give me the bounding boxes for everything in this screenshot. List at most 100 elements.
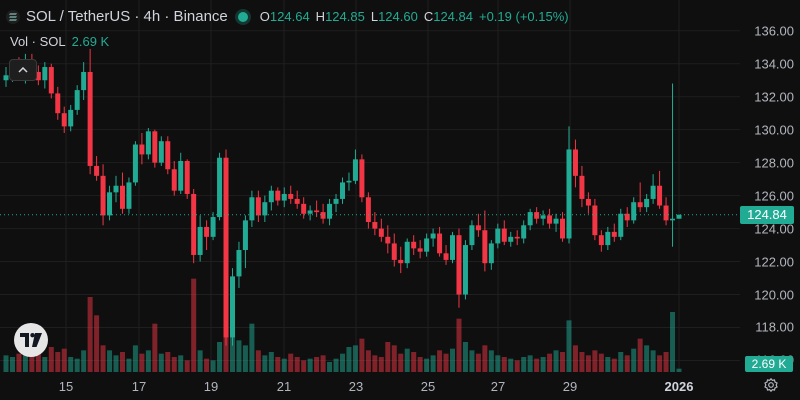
candle[interactable] xyxy=(598,230,604,252)
candle[interactable] xyxy=(178,152,184,194)
candle[interactable] xyxy=(618,208,624,241)
candle[interactable] xyxy=(68,104,74,132)
candle[interactable] xyxy=(372,212,378,236)
candle[interactable] xyxy=(475,213,481,237)
candle[interactable] xyxy=(437,226,443,257)
candle[interactable] xyxy=(145,128,151,160)
candle[interactable] xyxy=(197,215,203,262)
tradingview-logo[interactable] xyxy=(14,323,48,357)
candle[interactable] xyxy=(87,48,93,175)
candle[interactable] xyxy=(527,208,533,231)
candle[interactable] xyxy=(171,161,177,196)
candle[interactable] xyxy=(624,207,630,227)
candle[interactable] xyxy=(152,129,158,168)
candle[interactable] xyxy=(288,185,294,204)
candle[interactable] xyxy=(210,212,216,241)
candle[interactable] xyxy=(579,165,585,208)
candle[interactable] xyxy=(430,228,436,247)
candle[interactable] xyxy=(333,193,339,213)
candle[interactable] xyxy=(94,156,100,181)
candle[interactable] xyxy=(411,235,417,255)
candle[interactable] xyxy=(81,62,87,101)
candle[interactable] xyxy=(229,268,235,346)
candle[interactable] xyxy=(217,152,223,221)
candle[interactable] xyxy=(346,172,352,191)
candle[interactable] xyxy=(204,220,210,251)
candle[interactable] xyxy=(139,132,145,165)
candle[interactable] xyxy=(521,220,527,244)
chart-settings-button[interactable] xyxy=(762,376,780,394)
candle[interactable] xyxy=(676,214,682,219)
candle[interactable] xyxy=(391,233,397,267)
candle[interactable] xyxy=(119,172,125,214)
candle[interactable] xyxy=(469,220,475,251)
candle[interactable] xyxy=(378,218,384,242)
candle[interactable] xyxy=(365,192,371,229)
candle[interactable] xyxy=(631,197,637,224)
candle[interactable] xyxy=(35,65,41,86)
candle[interactable] xyxy=(165,136,171,175)
candle[interactable] xyxy=(340,177,345,204)
candle[interactable] xyxy=(456,228,462,308)
candle[interactable] xyxy=(100,164,106,226)
candle[interactable] xyxy=(294,190,300,209)
candle[interactable] xyxy=(572,139,578,188)
candle[interactable] xyxy=(450,231,456,264)
candle[interactable] xyxy=(585,192,591,214)
candle[interactable] xyxy=(482,210,488,272)
candle[interactable] xyxy=(3,67,9,87)
candle[interactable] xyxy=(255,190,261,222)
candle[interactable] xyxy=(113,175,119,203)
candle[interactable] xyxy=(540,210,546,226)
candle[interactable] xyxy=(281,187,287,208)
candle[interactable] xyxy=(566,126,572,244)
candle[interactable] xyxy=(42,62,48,89)
candle[interactable] xyxy=(560,212,566,242)
candle[interactable] xyxy=(352,149,358,185)
candle[interactable] xyxy=(275,187,281,206)
candle[interactable] xyxy=(262,195,268,222)
candle[interactable] xyxy=(55,86,61,120)
candle[interactable] xyxy=(553,213,559,232)
candle[interactable] xyxy=(307,205,313,221)
candle[interactable] xyxy=(663,197,669,226)
candle[interactable] xyxy=(132,141,138,186)
candle[interactable] xyxy=(657,170,663,209)
candle[interactable] xyxy=(670,83,676,247)
candle[interactable] xyxy=(61,106,67,133)
candle[interactable] xyxy=(158,136,164,166)
candle[interactable] xyxy=(443,245,449,265)
time-axis[interactable]: 15 17 19 21 23 25 27 29 2026 xyxy=(0,372,740,400)
candle[interactable] xyxy=(48,63,54,99)
candle[interactable] xyxy=(191,189,197,264)
candle[interactable] xyxy=(236,241,242,288)
candle[interactable] xyxy=(514,230,520,246)
chart-pane[interactable] xyxy=(0,0,740,372)
candle[interactable] xyxy=(417,240,423,259)
candle[interactable] xyxy=(301,197,307,219)
candle[interactable] xyxy=(398,246,404,274)
symbol-title[interactable]: SOL / TetherUS · 4h · Binance xyxy=(26,8,228,25)
candle[interactable] xyxy=(508,231,514,247)
candle[interactable] xyxy=(592,198,598,241)
candle[interactable] xyxy=(74,85,80,115)
candle[interactable] xyxy=(249,190,255,227)
candlestick-chart[interactable] xyxy=(0,0,740,372)
candle[interactable] xyxy=(605,226,611,251)
candle[interactable] xyxy=(501,220,507,246)
candle[interactable] xyxy=(320,203,326,224)
candle[interactable] xyxy=(637,182,643,213)
candle[interactable] xyxy=(424,233,430,257)
candle[interactable] xyxy=(488,240,494,270)
candle[interactable] xyxy=(385,225,391,254)
candle[interactable] xyxy=(650,174,656,204)
candle[interactable] xyxy=(495,223,501,249)
candle[interactable] xyxy=(268,185,274,211)
collapse-legend-button[interactable] xyxy=(9,59,37,81)
candle[interactable] xyxy=(184,159,190,199)
candle[interactable] xyxy=(359,154,365,203)
candle[interactable] xyxy=(462,240,468,300)
candle[interactable] xyxy=(107,185,113,221)
candle[interactable] xyxy=(327,198,333,226)
price-axis[interactable]: 136.00 134.00 132.00 130.00 128.00 126.00 124.… xyxy=(740,0,800,372)
